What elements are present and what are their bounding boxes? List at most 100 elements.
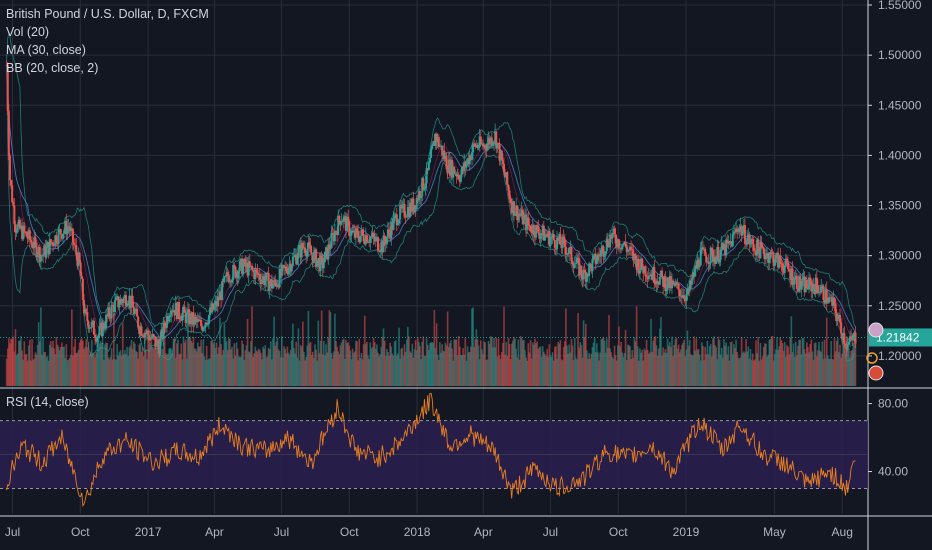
volume-bar <box>562 346 565 386</box>
candle-body <box>609 234 612 248</box>
volume-bar <box>153 336 156 386</box>
candle-body <box>789 271 792 280</box>
candle-body <box>122 297 125 303</box>
candle-body <box>684 298 687 302</box>
candle-body <box>8 155 11 181</box>
candle-body <box>852 334 855 341</box>
candle-body <box>695 265 698 269</box>
candle-body <box>780 262 783 265</box>
volume-bar <box>650 318 652 386</box>
volume-bar <box>300 346 303 386</box>
candle-body <box>559 233 562 245</box>
candle-body <box>297 248 300 259</box>
volume-bar <box>347 342 349 386</box>
candle-body <box>797 288 799 292</box>
volume-bar <box>143 339 146 386</box>
volume-bar <box>683 339 685 386</box>
volume-bar <box>607 347 609 386</box>
volume-bar <box>48 344 51 386</box>
bb-legend[interactable]: BB (20, close, 2) <box>6 61 99 75</box>
candle-body <box>83 299 85 314</box>
candle-body <box>165 316 168 328</box>
ma-legend[interactable]: MA (30, close) <box>6 43 86 57</box>
volume-bar <box>64 357 67 386</box>
candle-body <box>715 257 718 264</box>
candle-body <box>844 343 847 346</box>
candle-body <box>561 236 564 249</box>
candle-body <box>430 148 433 158</box>
candle-body <box>225 272 228 276</box>
candle-body <box>87 321 90 329</box>
candle-body <box>285 266 288 271</box>
volume-bar <box>533 344 535 386</box>
volume-bar <box>745 338 747 386</box>
candle-body <box>638 270 641 274</box>
candle-body <box>203 327 206 329</box>
candle-body <box>95 338 98 342</box>
volume-bar <box>51 347 53 386</box>
candle-body <box>480 143 483 145</box>
volume-bar <box>610 352 613 386</box>
candle-body <box>54 235 57 246</box>
rsi-legend[interactable]: RSI (14, close) <box>6 395 89 409</box>
volume-bar <box>103 359 105 386</box>
candle-body <box>540 233 543 236</box>
candle-body <box>79 262 82 276</box>
earnings-event-icon <box>866 352 878 364</box>
volume-bar <box>284 348 286 386</box>
symbol-legend[interactable]: British Pound / U.S. Dollar, D, FXCM <box>6 7 209 21</box>
volume-bar <box>26 360 29 386</box>
volume-bar <box>705 354 708 386</box>
volume-bar <box>86 347 89 386</box>
volume-legend[interactable]: Vol (20) <box>6 25 50 39</box>
volume-bar <box>697 349 700 386</box>
volume-bar <box>292 323 294 386</box>
volume-bar <box>685 349 688 386</box>
candle-body <box>315 249 318 267</box>
volume-bar <box>664 349 667 386</box>
candle-body <box>160 329 163 339</box>
candle-body <box>478 136 481 148</box>
volume-bar <box>666 338 669 386</box>
candle-body <box>545 234 547 236</box>
candle-body <box>59 229 62 235</box>
uk-flag-icon <box>868 322 884 338</box>
candle-body <box>499 150 502 161</box>
candle-body <box>371 233 374 237</box>
volume-bar <box>421 341 424 386</box>
candle-body <box>349 235 352 237</box>
volume-bar <box>174 357 177 386</box>
candle-body <box>549 238 552 246</box>
volume-bar <box>324 355 326 386</box>
volume-bar <box>588 353 590 386</box>
volume-bar <box>6 348 9 386</box>
candle-body <box>384 241 387 245</box>
candle-body <box>105 314 108 329</box>
candlesticks <box>5 60 857 359</box>
volume-bar <box>257 348 260 386</box>
volume-bar <box>577 312 579 386</box>
volume-bar <box>639 348 641 386</box>
volume-histogram <box>5 306 857 386</box>
volume-bar <box>235 342 238 386</box>
volume-bar <box>757 337 760 386</box>
candle-body <box>790 268 793 280</box>
volume-bar <box>231 346 233 386</box>
volume-bar <box>649 352 651 386</box>
candle-body <box>606 238 609 246</box>
price-tick-label: 1.20000 <box>878 349 922 363</box>
candle-body <box>624 241 627 247</box>
candle-body <box>556 237 559 250</box>
candle-body <box>631 249 634 251</box>
candle-body <box>701 247 704 250</box>
volume-bar <box>536 341 538 386</box>
candle-body <box>62 233 64 239</box>
candle-body <box>707 261 710 264</box>
candle-body <box>720 242 723 250</box>
candle-body <box>432 141 435 146</box>
candle-body <box>548 230 551 246</box>
volume-bar <box>307 310 310 386</box>
volume-bar <box>311 351 314 386</box>
volume-bar <box>659 328 661 386</box>
